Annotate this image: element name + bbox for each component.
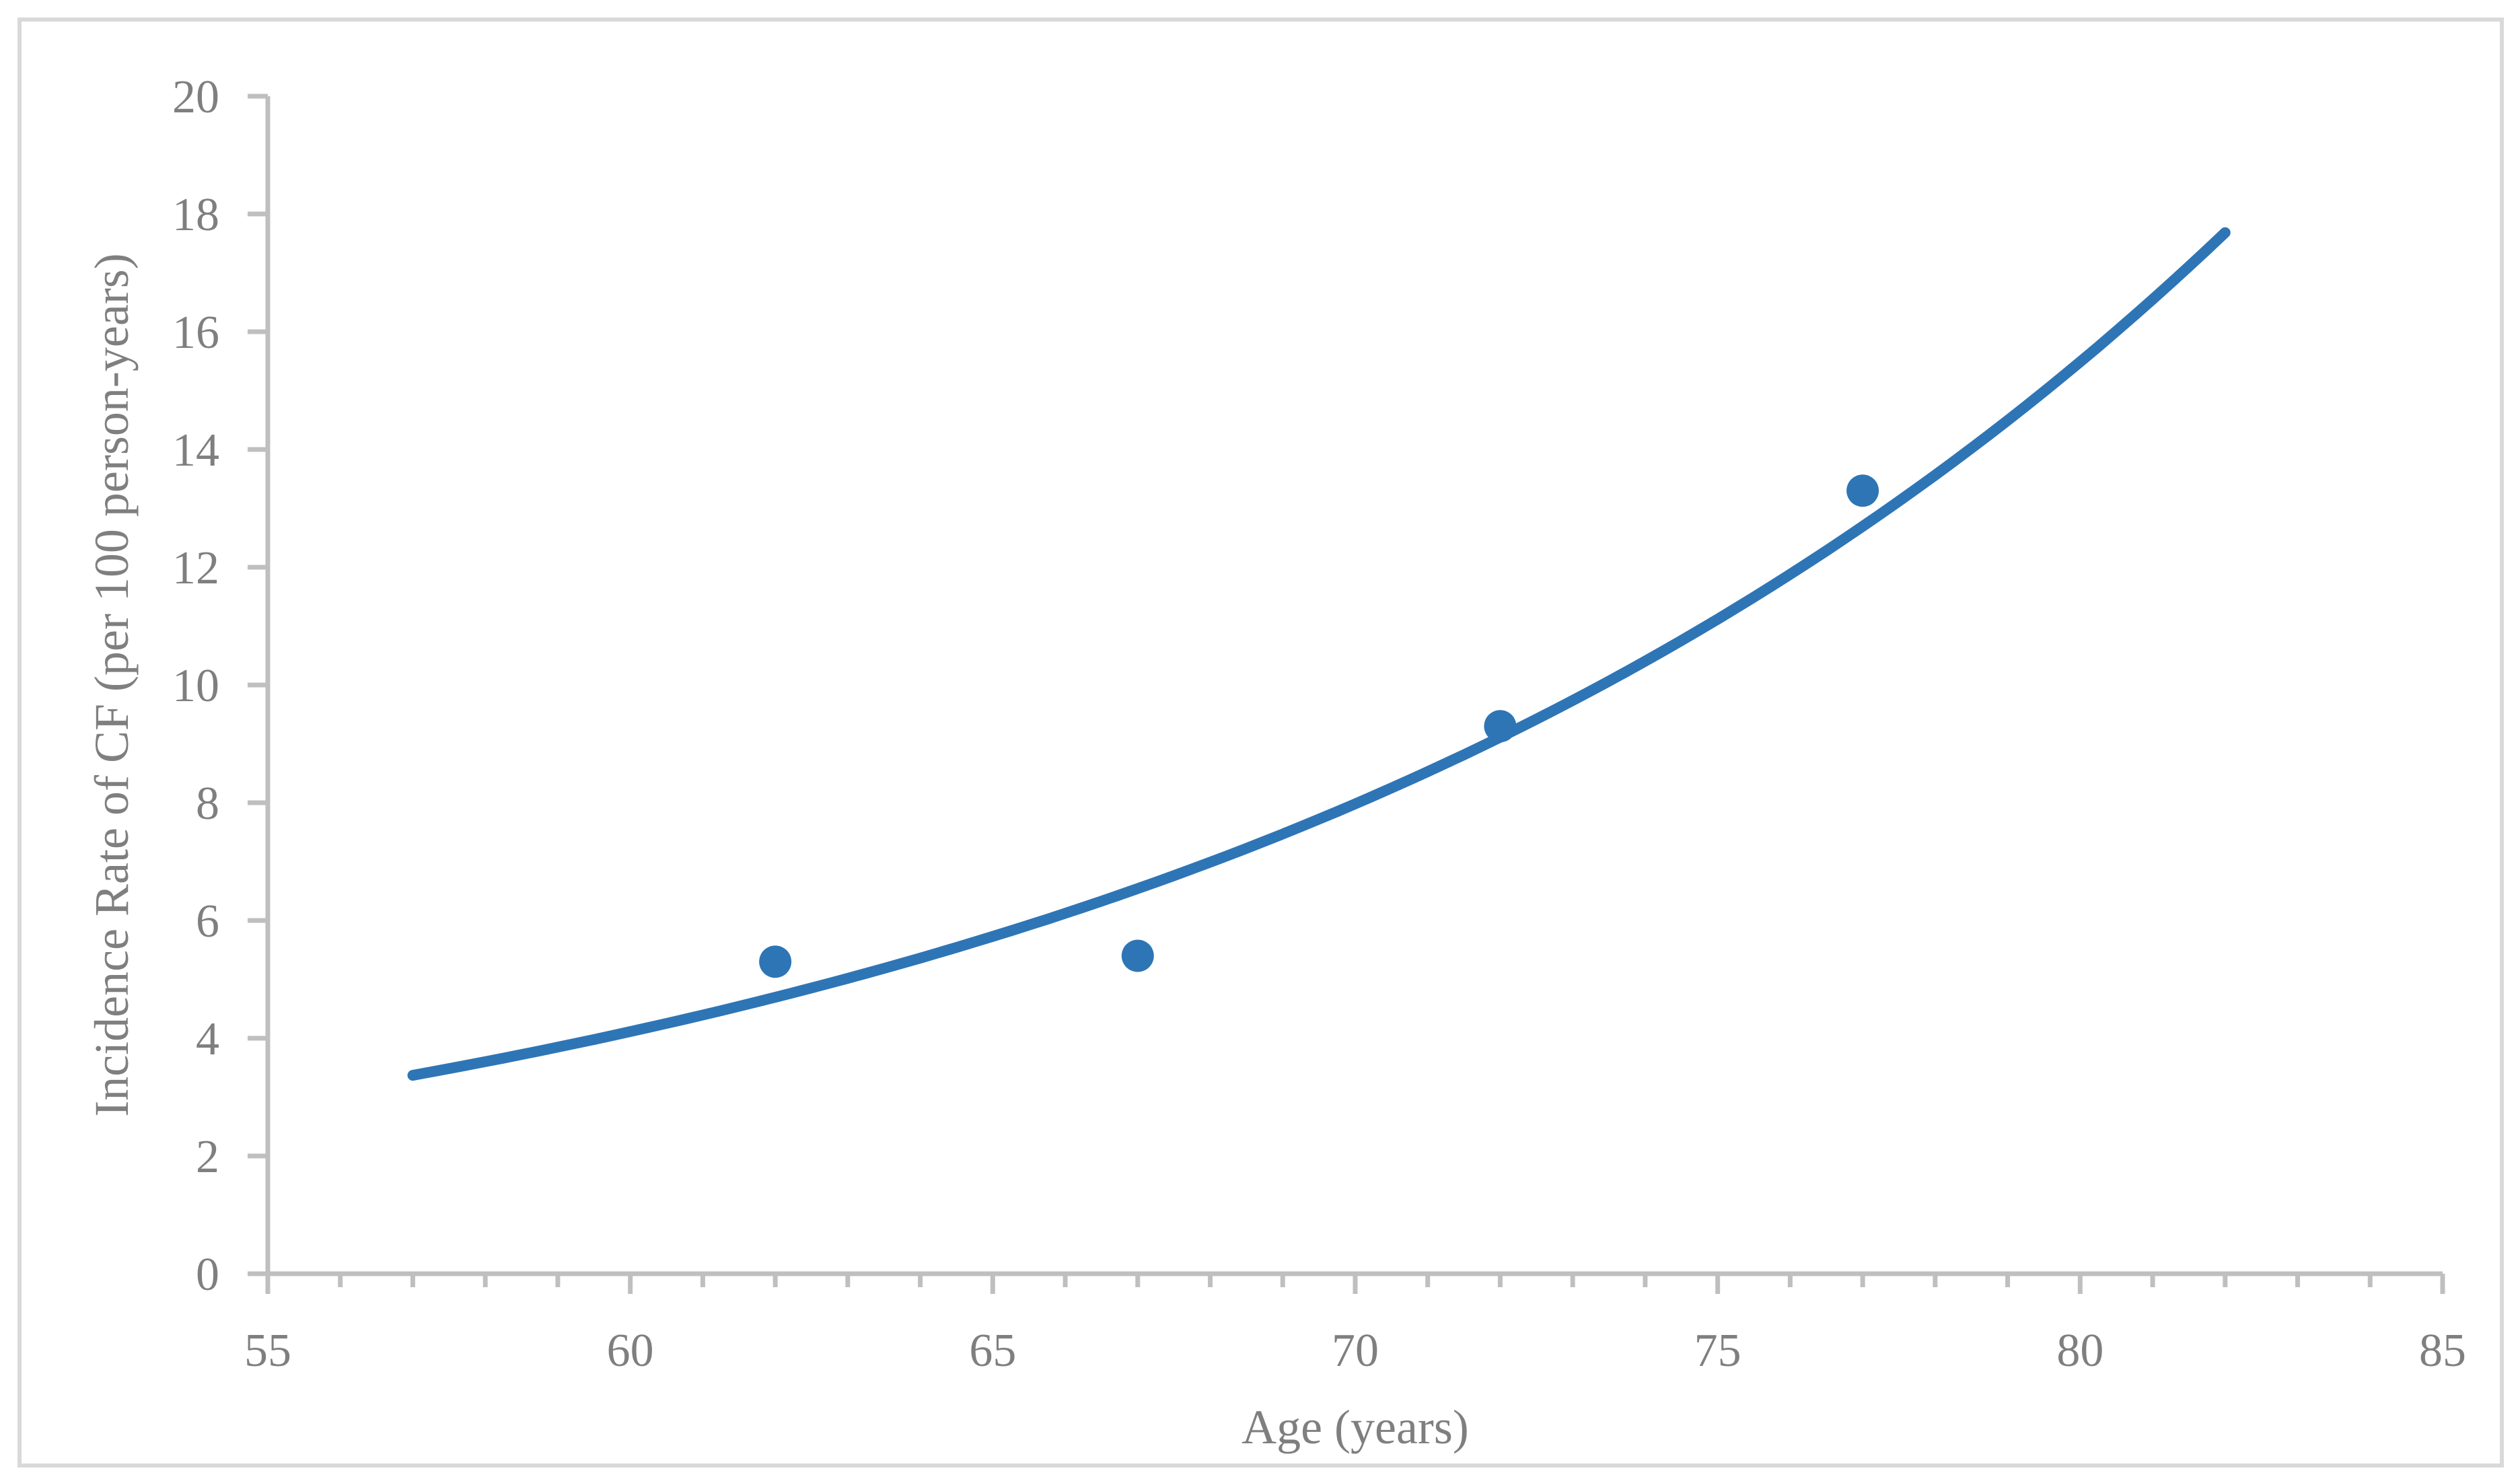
data-point-age-72 [1484,710,1517,743]
x-axis-title: Age (years) [1241,1400,1469,1454]
y-tick-label-6: 6 [196,896,219,947]
y-tick-label-16: 16 [172,307,219,359]
x-tick-label-65: 65 [969,1325,1016,1377]
y-axis-title: Incidence Rate of CF (per 100 person-yea… [85,253,139,1117]
x-tick-label-70: 70 [1332,1325,1379,1377]
plot-series [407,227,2231,1081]
y-tick-label-0: 0 [196,1249,219,1301]
y-tick-label-20: 20 [172,71,219,123]
x-tick-label-80: 80 [2056,1325,2103,1377]
data-point-age-67 [1121,939,1154,972]
y-tick-label-2: 2 [196,1131,219,1183]
y-tick-label-4: 4 [196,1013,219,1065]
x-tick-label-75: 75 [1694,1325,1741,1377]
y-tick-label-18: 18 [172,189,219,241]
exponential-trendline [407,227,2231,1081]
axes: 0 2 4 6 8 10 12 14 16 18 20 55 60 65 70 75 80 85 [172,71,2466,1377]
x-tick-label-85: 85 [2419,1325,2466,1377]
y-tick-label-10: 10 [172,660,219,712]
x-tick-label-60: 60 [607,1325,654,1377]
y-tick-label-12: 12 [172,542,219,594]
y-tick-label-14: 14 [172,425,219,476]
y-tick-label-8: 8 [196,778,219,830]
data-point-age-62 [759,945,792,978]
data-point-age-77 [1846,474,1879,507]
x-tick-label-55: 55 [244,1325,291,1377]
figure-border [17,17,2504,1468]
